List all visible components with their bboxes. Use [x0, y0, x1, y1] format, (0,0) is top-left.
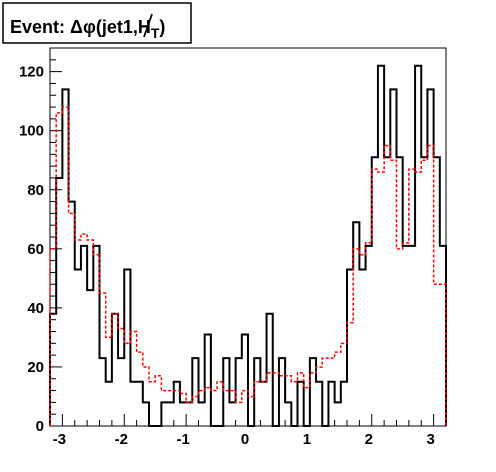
histogram-bin [106, 337, 112, 426]
histogram-bin [390, 160, 396, 426]
histogram-bin [347, 323, 353, 426]
histogram-bin [143, 367, 149, 426]
histogram-bin [415, 172, 421, 426]
histogram-bin [56, 113, 62, 426]
x-axis: -3 -2 -1 0 1 2 3 [49, 414, 447, 448]
x-tick-label: 2 [365, 431, 373, 448]
histogram-bin [223, 391, 229, 426]
histogram-bin [310, 373, 316, 426]
histogram-bin [242, 391, 248, 426]
histogram-bin [298, 373, 304, 426]
histogram-bin [335, 352, 341, 426]
histogram-bin [124, 343, 130, 426]
histogram-bin [440, 284, 446, 426]
histogram-bin [421, 160, 427, 426]
title-h-slash [143, 13, 153, 38]
histogram-bin [273, 373, 279, 426]
histogram-bin [174, 391, 180, 426]
histogram-bin [137, 352, 143, 426]
histogram-line-dashed [49, 106, 447, 426]
series-dashed [49, 106, 447, 427]
histogram-bin [161, 391, 167, 426]
title-phi: φ [83, 17, 96, 37]
x-tick-label: 3 [426, 431, 434, 448]
histogram-bin [229, 391, 235, 426]
histogram-bin [180, 394, 186, 426]
title-box: Event: Δφ(jet1,HT) [2, 2, 192, 44]
y-tick-label: 40 [27, 300, 44, 317]
title-sub: T [151, 25, 160, 41]
histogram-bin [378, 172, 384, 426]
y-tick-label: 100 [19, 123, 44, 140]
histogram-bin [199, 391, 205, 426]
histogram-bin [211, 391, 217, 426]
histogram-bin [75, 240, 81, 426]
histogram-bin [62, 107, 68, 426]
title-h: H [138, 17, 151, 37]
series-layer [49, 64, 447, 427]
title-frame [2, 2, 192, 44]
title-delta: Δ [70, 17, 83, 37]
x-tick-label: -3 [53, 431, 66, 448]
x-tick-label: -1 [176, 431, 189, 448]
y-tick-label: 20 [27, 359, 44, 376]
histogram-bin [427, 145, 433, 426]
title-close: ) [159, 17, 165, 37]
histogram-bin [434, 284, 440, 426]
histogram-bin [279, 376, 285, 426]
histogram-bin [397, 249, 403, 426]
histogram-bin [149, 382, 155, 426]
histogram-bin [50, 249, 56, 426]
histogram-bin [328, 358, 334, 426]
histogram-bin [267, 373, 273, 426]
histogram-bin [236, 402, 242, 426]
histogram-bin [341, 343, 347, 426]
histogram-bin [217, 382, 223, 426]
title-body: (jet1, [96, 17, 138, 37]
y-tick-label: 80 [27, 182, 44, 199]
histogram-bin [205, 388, 211, 426]
histogram-bin [372, 169, 378, 426]
histogram-bin [192, 396, 198, 426]
histogram-bin [384, 145, 390, 426]
histogram-bin [316, 367, 322, 426]
histogram-bin [291, 382, 297, 426]
histogram-bin [112, 314, 118, 426]
histogram-bin [248, 396, 254, 426]
histogram-bin [260, 382, 266, 426]
histogram-bin [81, 234, 87, 426]
y-tick-label: 60 [27, 241, 44, 258]
histogram-bin [155, 376, 161, 426]
histogram-bin [254, 382, 260, 426]
histogram-bin [69, 213, 75, 426]
histogram-bin [353, 249, 359, 426]
histogram-bin [118, 329, 124, 426]
histogram-bin [93, 255, 99, 426]
histogram-bin [359, 255, 365, 426]
histogram-bin [87, 240, 93, 426]
histogram-bin [168, 391, 174, 426]
histogram-bin [366, 243, 372, 426]
histogram-bin [130, 332, 136, 427]
histogram-bin [409, 169, 415, 426]
histogram-bin [285, 376, 291, 426]
y-tick-label: 120 [19, 64, 44, 81]
title-prefix: Event: [10, 17, 70, 37]
histogram-bin [322, 358, 328, 426]
y-tick-label: 0 [36, 418, 44, 435]
x-tick-label: 1 [303, 431, 311, 448]
histogram-bin [304, 388, 310, 426]
histogram-bin [403, 243, 409, 426]
histogram-bin [100, 293, 106, 426]
histogram-bin [186, 402, 192, 426]
title-text: Event: Δφ(jet1,HT) [10, 17, 165, 41]
x-tick-label: 0 [241, 431, 249, 448]
x-tick-label: -2 [115, 431, 128, 448]
